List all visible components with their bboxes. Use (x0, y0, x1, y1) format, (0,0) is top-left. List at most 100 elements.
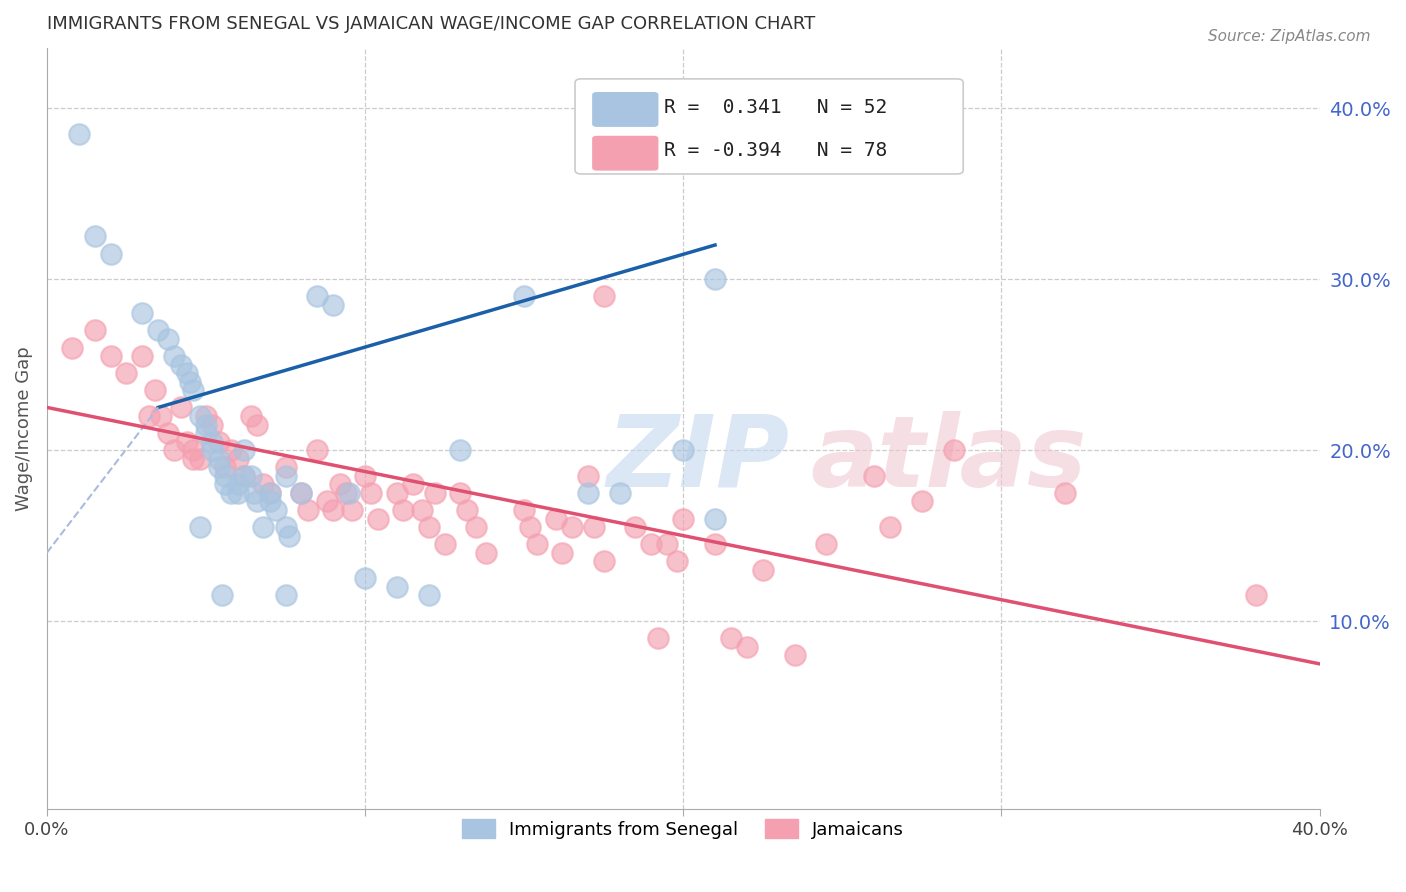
Point (475, 546, 498, 560)
Point (188, 409, 211, 423)
Point (592, 554, 614, 568)
FancyBboxPatch shape (575, 78, 963, 174)
Point (433, 537, 456, 551)
Point (181, 443, 204, 458)
Text: IMMIGRANTS FROM SENEGAL VS JAMAICAN WAGE/INCOME GAP CORRELATION CHART: IMMIGRANTS FROM SENEGAL VS JAMAICAN WAGE… (46, 15, 815, 33)
Legend: Immigrants from Senegal, Jamaicans: Immigrants from Senegal, Jamaicans (456, 812, 911, 846)
Point (1244, 589, 1267, 603)
FancyBboxPatch shape (593, 93, 658, 126)
Point (624, 520, 647, 534)
Point (329, 477, 352, 491)
Point (138, 409, 160, 423)
Point (290, 486, 312, 500)
Point (226, 451, 249, 466)
Point (115, 366, 138, 380)
Point (342, 503, 364, 517)
Text: R =  0.341   N = 52: R = 0.341 N = 52 (664, 97, 887, 117)
Point (259, 486, 281, 500)
Point (402, 477, 425, 491)
Point (609, 486, 631, 500)
Point (143, 384, 166, 398)
FancyBboxPatch shape (593, 136, 658, 170)
Point (150, 409, 173, 423)
Point (863, 468, 886, 483)
Point (720, 631, 742, 645)
Point (201, 443, 224, 458)
Point (290, 486, 312, 500)
Y-axis label: Wage/Income Gap: Wage/Income Gap (15, 346, 32, 511)
Point (583, 520, 606, 534)
Point (252, 520, 274, 534)
Point (307, 443, 329, 458)
Point (188, 451, 211, 466)
Point (576, 486, 599, 500)
Point (208, 451, 231, 466)
Point (465, 520, 488, 534)
Point (274, 589, 297, 603)
Point (354, 571, 377, 585)
Text: Source: ZipAtlas.com: Source: ZipAtlas.com (1208, 29, 1371, 45)
Point (176, 366, 198, 380)
Point (911, 494, 934, 508)
Point (274, 468, 297, 483)
Point (201, 434, 224, 449)
Point (221, 443, 243, 458)
Point (259, 494, 281, 508)
Point (450, 443, 472, 458)
Point (544, 511, 567, 525)
Point (456, 503, 478, 517)
Point (181, 451, 204, 466)
Point (194, 409, 217, 423)
Point (735, 640, 758, 654)
Point (179, 375, 201, 389)
Point (704, 537, 727, 551)
Point (264, 503, 287, 517)
Point (83, 229, 105, 244)
Point (307, 289, 329, 303)
Point (194, 425, 217, 440)
Point (647, 631, 669, 645)
Point (83, 324, 105, 338)
Point (163, 443, 186, 458)
Point (367, 511, 389, 525)
Point (169, 358, 191, 372)
Text: ZIP: ZIP (607, 410, 790, 508)
Point (233, 468, 256, 483)
Point (60, 341, 83, 355)
Point (927, 127, 949, 141)
Point (1053, 486, 1076, 500)
Point (181, 384, 204, 398)
Point (335, 486, 357, 500)
Point (592, 289, 614, 303)
Text: atlas: atlas (810, 410, 1087, 508)
Point (214, 477, 236, 491)
Point (131, 349, 153, 363)
Point (640, 537, 662, 551)
Point (176, 434, 198, 449)
Point (551, 546, 574, 560)
Point (148, 324, 170, 338)
Point (315, 494, 337, 508)
Point (513, 503, 536, 517)
Point (242, 486, 264, 500)
Point (246, 417, 269, 432)
Point (942, 443, 965, 458)
Point (392, 503, 415, 517)
Point (274, 460, 297, 475)
Point (423, 486, 446, 500)
Point (297, 503, 319, 517)
Point (156, 425, 179, 440)
Point (208, 434, 231, 449)
Point (156, 332, 179, 346)
Point (337, 486, 360, 500)
Point (239, 409, 262, 423)
Point (322, 503, 344, 517)
Point (226, 477, 249, 491)
Point (665, 554, 688, 568)
Point (704, 272, 727, 286)
Text: R = -0.394   N = 78: R = -0.394 N = 78 (664, 142, 887, 161)
Point (246, 494, 269, 508)
Point (672, 511, 695, 525)
Point (163, 349, 186, 363)
Point (751, 563, 773, 577)
